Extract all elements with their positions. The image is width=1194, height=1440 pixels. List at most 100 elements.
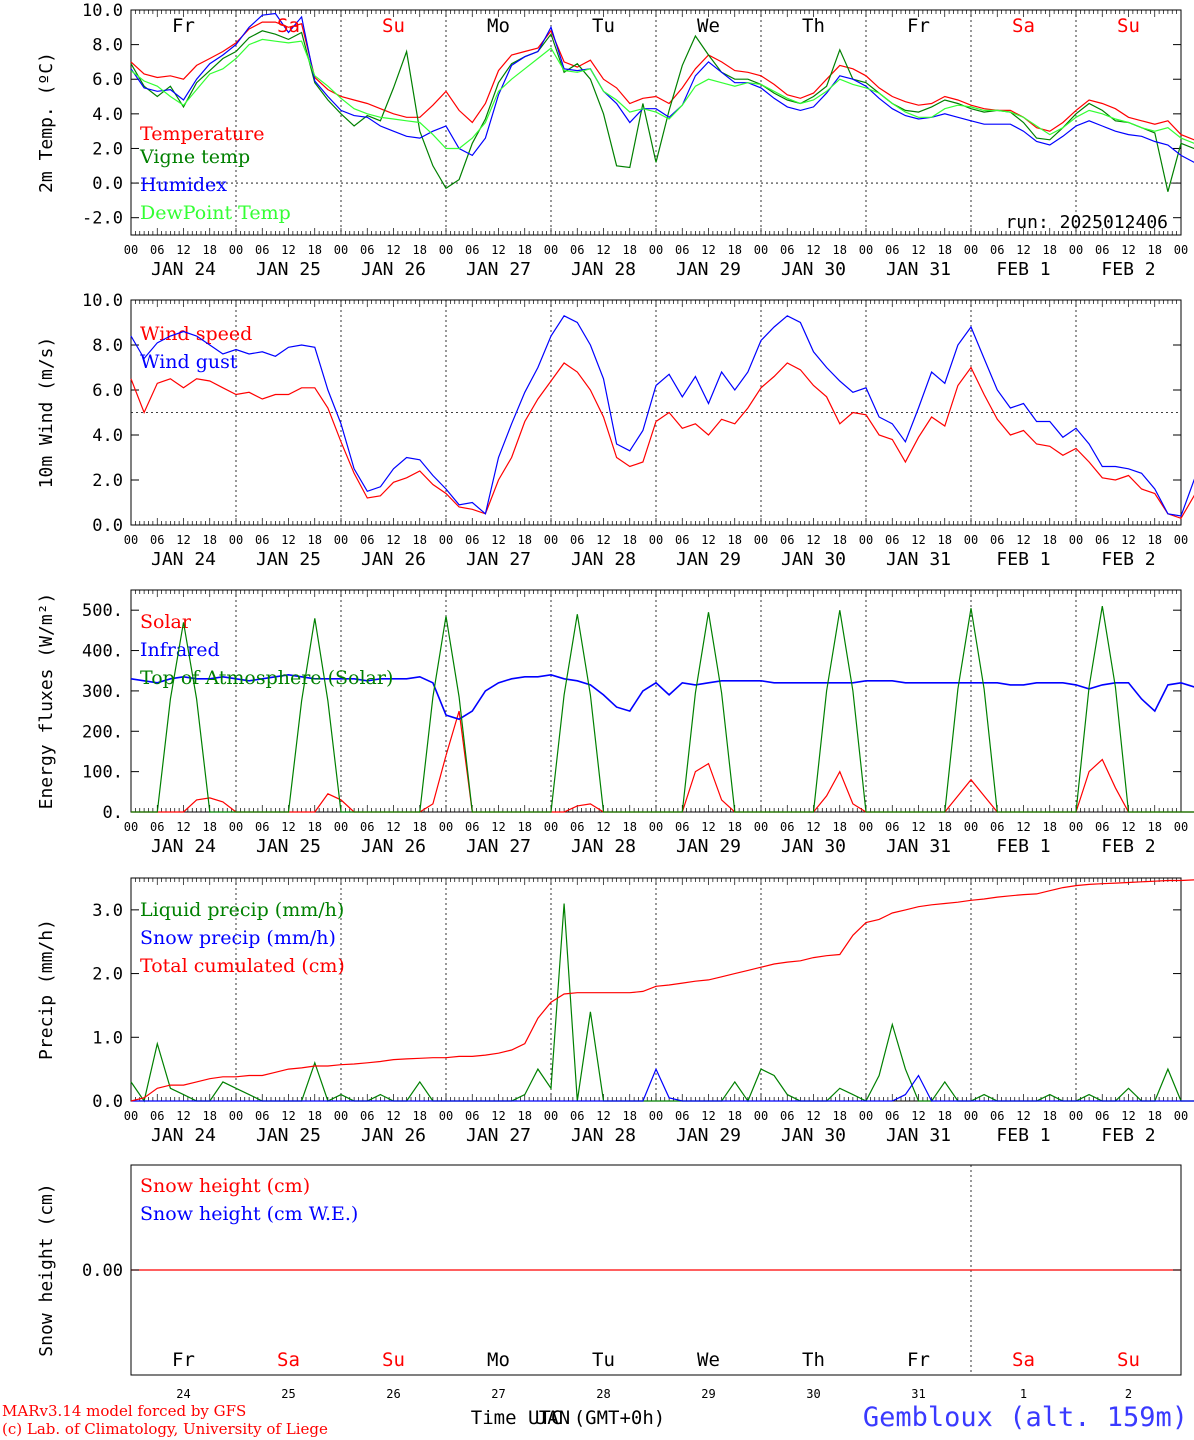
hour-tick-label: 12 [806, 533, 820, 547]
hour-tick-label: 12 [491, 1109, 505, 1123]
date-label: JAN 30 [781, 836, 846, 857]
hour-tick-label: 12 [176, 1109, 190, 1123]
hour-tick-label: 06 [675, 243, 689, 257]
y-tick-label: 0.0 [92, 516, 123, 536]
station-name: Gembloux (alt. 159m) [862, 1402, 1188, 1433]
y-tick-label: 100. [82, 763, 123, 783]
hour-tick-label: 00 [439, 820, 453, 834]
date-label: JAN 29 [676, 259, 741, 280]
hour-tick-label: 12 [1121, 243, 1135, 257]
hour-tick-label: 12 [1121, 820, 1135, 834]
y-tick-label: 10.0 [82, 291, 123, 311]
legend-entry: Snow height (cm) [140, 1175, 310, 1197]
hour-tick-label: 00 [649, 243, 663, 257]
weekday-label: Su [1117, 1349, 1140, 1371]
hour-tick-label: 18 [1043, 820, 1057, 834]
hour-tick-label: 06 [150, 243, 164, 257]
hour-tick-label: 18 [728, 820, 742, 834]
hour-tick-label: 00 [229, 243, 243, 257]
hour-tick-label: 18 [413, 533, 427, 547]
hour-tick-label: 00 [649, 533, 663, 547]
hour-tick-label: 06 [1095, 820, 1109, 834]
hour-tick-label: 12 [1121, 1109, 1135, 1123]
hour-tick-label: 06 [675, 1109, 689, 1123]
hour-tick-label: 18 [518, 820, 532, 834]
hour-tick-label: 18 [1148, 533, 1162, 547]
hour-tick-label: 18 [728, 1109, 742, 1123]
hour-tick-label: 06 [465, 533, 479, 547]
date-label: JAN 29 [676, 836, 741, 857]
date-label: FEB 1 [996, 836, 1050, 857]
hour-tick-label: 00 [544, 533, 558, 547]
weekday-label: Fr [907, 15, 930, 37]
weekday-label: Fr [172, 1349, 195, 1371]
series-line-1-4 [130, 38, 1194, 150]
date-label: FEB 1 [996, 259, 1050, 280]
date-label: FEB 1 [996, 1125, 1050, 1146]
y-tick-label: 1.0 [92, 1028, 123, 1048]
hour-tick-label: 18 [518, 1109, 532, 1123]
date-label: FEB 2 [1101, 549, 1155, 570]
y-axis-label: Precip (mm/h) [36, 919, 57, 1060]
hour-tick-label: 00 [859, 820, 873, 834]
hour-tick-label: 06 [255, 820, 269, 834]
date-label: FEB 2 [1101, 1125, 1155, 1146]
hour-tick-label: 06 [1095, 243, 1109, 257]
legend-entry: Temperature [140, 123, 264, 145]
weekday-label: Th [802, 15, 825, 37]
hour-tick-label: 12 [281, 820, 295, 834]
y-axis-label: Energy fluxes (W/m²) [36, 593, 57, 810]
hour-tick-label: 12 [176, 533, 190, 547]
y-tick-label: 200. [82, 722, 123, 742]
series-line-3-2 [130, 673, 1194, 721]
date-label: JAN 27 [466, 259, 531, 280]
y-tick-label: 2.0 [92, 965, 123, 985]
date-label: JAN 26 [361, 836, 426, 857]
date-label: JAN 25 [256, 549, 321, 570]
hour-tick-label: 12 [596, 1109, 610, 1123]
series-line-2-2 [130, 315, 1194, 517]
hour-tick-label: 12 [701, 243, 715, 257]
hour-tick-label: 12 [596, 533, 610, 547]
hour-tick-label: 00 [124, 1109, 138, 1123]
date-label: JAN 24 [151, 259, 216, 280]
hour-tick-label: 12 [806, 820, 820, 834]
weekday-label: Tu [592, 15, 615, 37]
date-label: JAN 28 [571, 836, 636, 857]
hour-tick-label: 06 [570, 533, 584, 547]
hour-tick-label: 00 [124, 243, 138, 257]
weekday-label: Sa [277, 15, 300, 37]
hour-tick-label: 12 [806, 1109, 820, 1123]
hour-tick-label: 18 [728, 533, 742, 547]
date-label: JAN 28 [571, 259, 636, 280]
weekday-label: We [697, 1349, 720, 1371]
y-tick-label: 0. [103, 803, 123, 823]
hour-tick-label: 12 [1016, 243, 1030, 257]
hour-tick-label: 06 [1095, 1109, 1109, 1123]
y-tick-label: 2.0 [92, 471, 123, 491]
weekday-label: Th [802, 1349, 825, 1371]
hour-tick-label: 06 [1095, 533, 1109, 547]
date-label: JAN 25 [256, 259, 321, 280]
date-label: JAN 30 [781, 1125, 846, 1146]
hour-tick-label: 18 [518, 533, 532, 547]
hour-tick-label: 12 [281, 1109, 295, 1123]
legend-entry: Wind speed [140, 323, 252, 345]
hour-tick-label: 06 [570, 820, 584, 834]
y-tick-label: 4.0 [92, 105, 123, 125]
legend-entry: Top of Atmosphere (Solar) [140, 667, 393, 689]
hour-tick-label: 00 [1069, 243, 1083, 257]
hour-tick-label: 18 [833, 533, 847, 547]
legend-entry: Humidex [140, 174, 227, 196]
hour-tick-label: 00 [334, 1109, 348, 1123]
weekday-label: We [697, 15, 720, 37]
hour-tick-label: 06 [885, 533, 899, 547]
y-tick-label: 0.00 [82, 1261, 123, 1281]
hour-tick-label: 06 [780, 533, 794, 547]
hour-tick-label: 00 [439, 533, 453, 547]
hour-tick-label: 12 [1016, 533, 1030, 547]
weekday-label: Sa [1012, 1349, 1035, 1371]
date-label: JAN 31 [886, 549, 951, 570]
y-tick-label: 8.0 [92, 36, 123, 56]
hour-tick-label: 06 [990, 820, 1004, 834]
